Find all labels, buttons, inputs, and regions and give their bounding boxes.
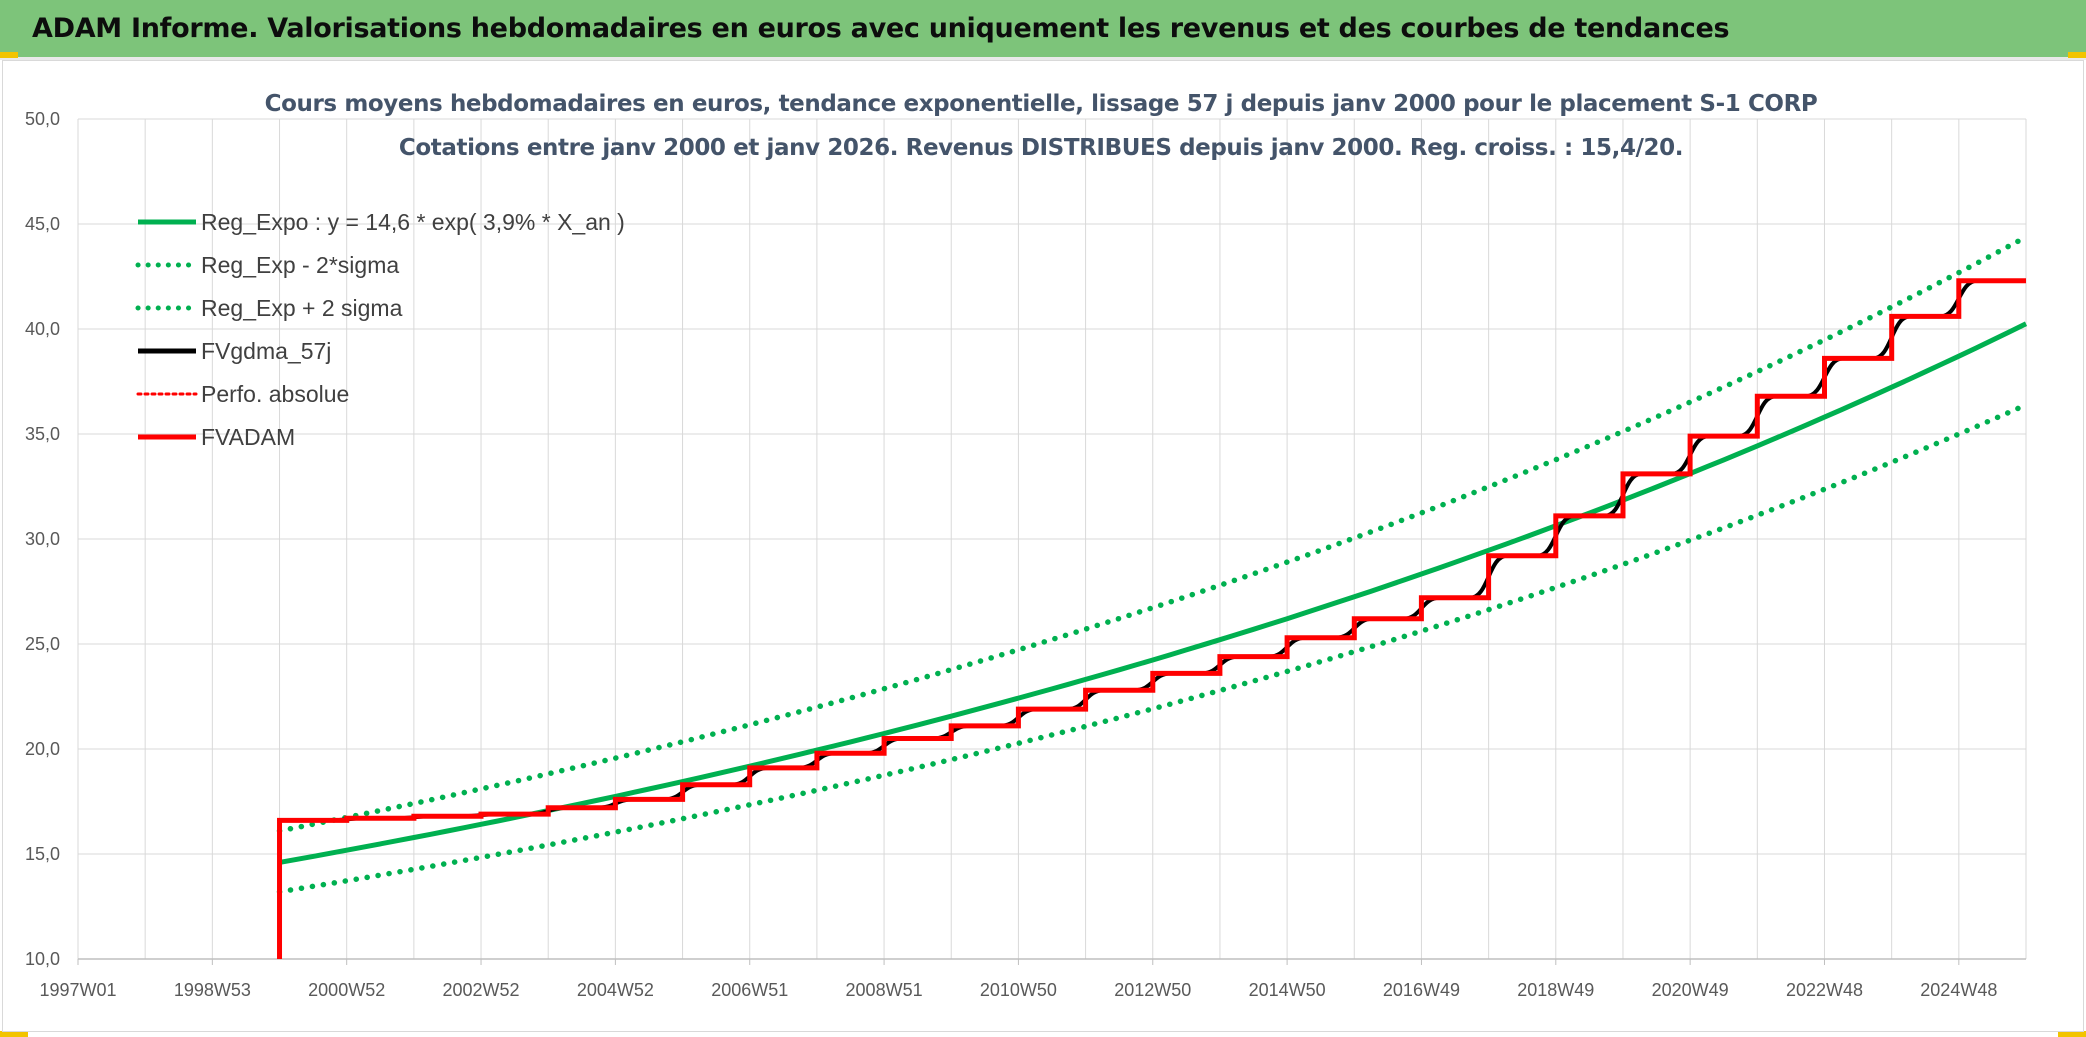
legend-label: FVgdma_57j bbox=[201, 338, 331, 364]
chart-area bbox=[2, 60, 2084, 1032]
x-tick-label: 2020W49 bbox=[1652, 980, 1729, 1000]
x-tick-label: 2002W52 bbox=[443, 980, 520, 1000]
x-tick-label: 2014W50 bbox=[1249, 980, 1326, 1000]
legend-label: Reg_Expo : y = 14,6 * exp( 3,9% * X_an ) bbox=[201, 209, 625, 235]
x-tick-label: 2000W52 bbox=[308, 980, 385, 1000]
legend-label: Reg_Exp + 2 sigma bbox=[201, 295, 403, 321]
report-title: ADAM Informe. Valorisations hebdomadaire… bbox=[32, 13, 1730, 44]
axes: 10,0 15,0 20,0 25,0 30,0 35,0 40,0 45,0 50,0 1997… bbox=[25, 109, 2026, 1000]
y-tick-label: 25,0 bbox=[25, 634, 60, 654]
series bbox=[276, 234, 2029, 959]
chart-title-line-2: Cotations entre janv 2000 et janv 2026. … bbox=[399, 135, 1683, 161]
x-tick-label: 2006W51 bbox=[711, 980, 788, 1000]
legend-label: Perfo. absolue bbox=[201, 381, 349, 407]
x-tick-label: 2010W50 bbox=[980, 980, 1057, 1000]
x-tick-label: 2016W49 bbox=[1383, 980, 1460, 1000]
series-fvadam bbox=[277, 278, 2026, 959]
legend: Reg_Expo : y = 14,6 * exp( 3,9% * X_an )… bbox=[135, 209, 625, 450]
y-tick-label: 20,0 bbox=[25, 739, 60, 759]
legend-label: FVADAM bbox=[201, 424, 295, 450]
x-tick-label: 2004W52 bbox=[577, 980, 654, 1000]
y-tick-label: 45,0 bbox=[25, 214, 60, 234]
x-tick-label: 2018W49 bbox=[1517, 980, 1594, 1000]
x-tick-label: 2022W48 bbox=[1786, 980, 1863, 1000]
y-tick-label: 35,0 bbox=[25, 424, 60, 444]
x-tick-label: 2012W50 bbox=[1114, 980, 1191, 1000]
corner-marker-top-right bbox=[2068, 52, 2086, 58]
series-reg-exp-plus-2sigma bbox=[276, 234, 2029, 834]
y-tick-label: 30,0 bbox=[25, 529, 60, 549]
x-tick-label: 1997W01 bbox=[39, 980, 116, 1000]
chart-title-line-1: Cours moyens hebdomadaires en euros, ten… bbox=[265, 91, 1818, 117]
chart-title: Cours moyens hebdomadaires en euros, ten… bbox=[265, 91, 1818, 161]
corner-marker-bottom-left bbox=[0, 1031, 28, 1037]
y-tick-label: 15,0 bbox=[25, 844, 60, 864]
grid bbox=[77, 118, 2027, 960]
corner-marker-bottom-right bbox=[2058, 1031, 2086, 1037]
y-tick-label: 10,0 bbox=[25, 949, 60, 969]
report-banner: ADAM Informe. Valorisations hebdomadaire… bbox=[0, 0, 2086, 60]
legend-label: Reg_Exp - 2*sigma bbox=[201, 252, 399, 278]
x-tick-label: 2008W51 bbox=[846, 980, 923, 1000]
corner-marker-top-left bbox=[0, 52, 18, 58]
x-tick-label: 1998W53 bbox=[174, 980, 251, 1000]
y-tick-label: 50,0 bbox=[25, 109, 60, 129]
y-tick-label: 40,0 bbox=[25, 319, 60, 339]
x-tick-label: 2024W48 bbox=[1920, 980, 1997, 1000]
